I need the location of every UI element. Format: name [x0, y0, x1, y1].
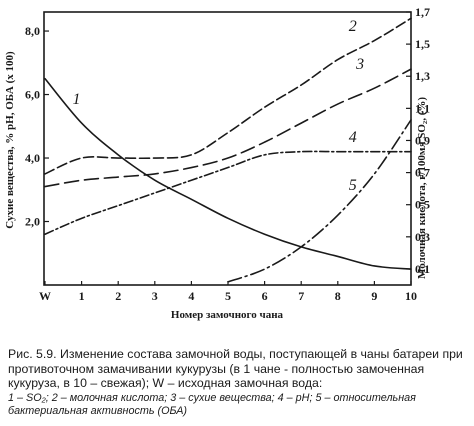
x-tick-label: 8: [335, 289, 341, 303]
series-label-2: 2: [349, 18, 357, 35]
caption-main: Рис. 5.9. Изменение состава замочной вод…: [8, 347, 463, 391]
x-axis-label: Номер замочного чана: [171, 309, 284, 321]
x-tick-label: 4: [188, 289, 194, 303]
x-tick-label: 5: [225, 289, 231, 303]
x-tick-label: 2: [115, 289, 121, 303]
x-tick-label: 9: [371, 289, 377, 303]
y-right-tick-label: 0,7: [415, 166, 430, 180]
y-right-tick-label: 1,5: [415, 37, 430, 51]
series-line-5: [227, 119, 412, 283]
figure-caption: Рис. 5.9. Изменение состава замочной вод…: [8, 347, 468, 419]
x-tick-label: 10: [405, 289, 417, 303]
x-tick-label: 1: [79, 289, 85, 303]
series-line-4: [44, 150, 412, 236]
y-right-tick-label: 1,3: [415, 69, 430, 83]
y-right-tick-label: 0,9: [415, 133, 430, 147]
y-right-tick-label: 0,3: [415, 230, 430, 244]
y-right-tick-label: 1,7: [415, 5, 430, 19]
axes-frame: [43, 11, 412, 286]
series-label-5: 5: [349, 177, 357, 194]
y-left-tick-label: 6,0: [25, 88, 40, 102]
x-tick-label: 7: [298, 289, 304, 303]
y-right-tick-label: 0,5: [415, 198, 430, 212]
y-right-tick-label: 1,1: [415, 101, 430, 115]
x-tick-label: W: [39, 289, 51, 303]
y-axis-left-label: Сухие вещества, % pH, ОБА (x 100): [4, 51, 16, 229]
y-right-tick-label: 0,1: [415, 262, 430, 276]
y-left-tick-label: 2,0: [25, 215, 40, 229]
y-left-tick-label: 4,0: [25, 151, 40, 165]
x-tick-label: 6: [262, 289, 268, 303]
plot-border: [43, 11, 412, 286]
x-tick-label: 3: [152, 289, 158, 303]
axis-ticks: W 1 2 3 4 5 6 7 8 9 102,04,06,08,00,10,30,50,70,91…: [25, 5, 430, 303]
series-line-1: [44, 77, 412, 270]
y-axis-right-label: Молочная кислота, г/100мл SO₂, (%): [416, 97, 428, 279]
series-label-3: 3: [355, 56, 364, 73]
plot-area: 1 2 3 4 5: [44, 17, 412, 283]
series-label-1: 1: [72, 91, 80, 108]
y-left-tick-label: 8,0: [25, 24, 40, 38]
series-line-3: [44, 68, 412, 188]
series-label-4: 4: [349, 129, 357, 146]
series-line-2: [44, 17, 412, 175]
caption-legend: 1 – SO₂; 2 – молочная кислота; 3 – сухие…: [8, 391, 416, 418]
